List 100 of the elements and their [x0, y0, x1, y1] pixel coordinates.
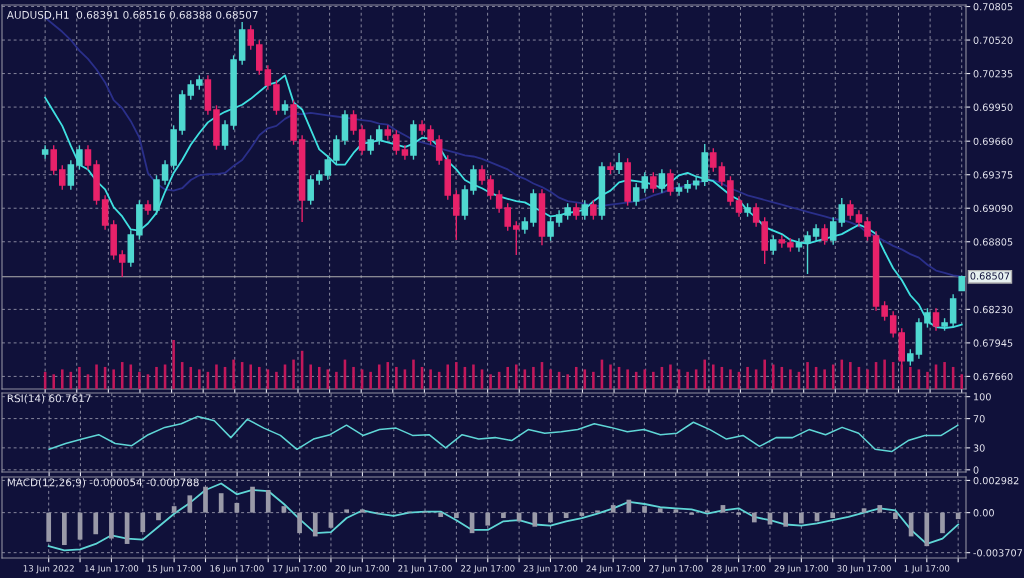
bar: [395, 366, 398, 389]
bar: [566, 374, 569, 389]
bar: [109, 512, 114, 539]
bar: [924, 512, 930, 547]
bar: [198, 369, 201, 389]
bar: [120, 362, 124, 389]
bar: [412, 359, 415, 389]
bar: [673, 509, 679, 513]
candlestick: [547, 216, 554, 242]
y-tick-label: 0.69950: [973, 103, 1013, 111]
candlestick: [847, 199, 854, 221]
y-tick-label: 30: [973, 444, 985, 452]
y-tick-label: 0.70520: [973, 36, 1013, 44]
bar: [830, 512, 836, 519]
candlestick: [307, 174, 314, 206]
candlestick: [615, 152, 623, 175]
candlestick: [641, 171, 649, 194]
line-series: [48, 415, 959, 453]
bar: [265, 489, 271, 513]
candlestick: [247, 24, 254, 51]
bar: [799, 512, 804, 524]
bar: [62, 512, 67, 546]
y-tick-label: -0.003707: [973, 549, 1023, 557]
bar: [746, 366, 749, 389]
x-tick-label: 22 Jun 17:00: [461, 565, 515, 574]
candlestick: [187, 79, 195, 101]
y-tick-label: 0.69660: [973, 137, 1013, 146]
bar: [626, 369, 629, 389]
bar: [955, 512, 961, 520]
bar: [563, 512, 569, 519]
bar: [940, 512, 945, 534]
bar: [95, 364, 98, 389]
candlestick: [487, 174, 494, 201]
bar: [877, 505, 883, 513]
bar: [823, 369, 826, 389]
bar: [960, 374, 963, 389]
y-tick-label: 0.69090: [973, 204, 1013, 213]
bar: [595, 510, 600, 513]
bar: [893, 512, 898, 520]
bar: [189, 366, 193, 389]
candlestick: [50, 144, 57, 176]
bar: [46, 512, 52, 542]
bar: [312, 512, 318, 537]
ref-line-label: 0.68507: [970, 272, 1010, 280]
bar: [789, 369, 792, 389]
bar: [686, 371, 689, 389]
candlestick: [84, 144, 92, 171]
candlestick: [752, 202, 760, 228]
bar: [215, 364, 218, 389]
candlestick: [161, 159, 169, 186]
candlestick: [264, 64, 272, 91]
candlestick: [453, 189, 460, 241]
bar: [155, 366, 158, 389]
bar: [250, 486, 255, 513]
bar: [258, 366, 261, 389]
bar: [156, 512, 161, 521]
bar: [472, 364, 475, 389]
candlestick: [727, 175, 734, 207]
candlestick: [864, 216, 871, 242]
candlestick: [821, 223, 828, 246]
bar: [729, 369, 732, 389]
candlestick: [470, 164, 477, 196]
candlestick: [804, 230, 811, 275]
candlestick: [650, 171, 657, 194]
candlestick: [478, 164, 486, 186]
x-tick-label: 21 Jun 17:00: [398, 565, 452, 574]
candlestick: [590, 199, 597, 221]
bar: [232, 359, 235, 389]
candlestick: [838, 197, 846, 228]
bar: [172, 340, 175, 389]
bar: [736, 512, 741, 515]
x-tick-label: 1 Jul 17:00: [904, 564, 950, 574]
candlestick: [59, 164, 66, 191]
bar: [78, 366, 81, 389]
x-tick-label: 15 Jun 17:00: [147, 565, 201, 574]
bar: [309, 364, 312, 389]
bar: [861, 508, 867, 513]
bar: [317, 366, 321, 389]
candlestick: [67, 159, 75, 191]
candlestick: [333, 134, 340, 166]
bar: [549, 369, 552, 389]
candlestick: [513, 220, 520, 256]
bar: [652, 371, 655, 389]
y-tick-label: 70: [973, 415, 985, 423]
y-tick-label: 0.002982: [973, 476, 1019, 485]
bar: [609, 364, 612, 389]
bar: [281, 506, 287, 513]
bar: [532, 366, 535, 389]
y-tick-label: 0.67945: [973, 339, 1013, 347]
bar: [532, 512, 538, 527]
x-tick-label: 16 Jun 17:00: [210, 565, 264, 574]
candlestick: [889, 310, 897, 339]
candlestick: [658, 168, 666, 194]
x-tick-label: 20 Jun 17:00: [335, 565, 390, 574]
bar: [140, 512, 146, 533]
bar: [489, 374, 492, 389]
bar: [335, 371, 338, 389]
y-tick-label: 0.70235: [973, 70, 1013, 78]
candlestick: [829, 216, 837, 246]
bar: [642, 506, 647, 513]
